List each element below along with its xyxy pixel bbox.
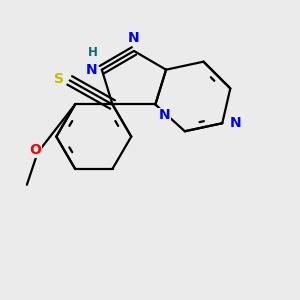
Text: N: N: [128, 31, 140, 45]
Text: N: N: [85, 63, 97, 77]
Text: N: N: [230, 116, 242, 130]
Text: S: S: [54, 72, 64, 86]
Text: H: H: [88, 46, 98, 59]
Text: N: N: [159, 108, 170, 122]
Text: O: O: [29, 143, 41, 157]
